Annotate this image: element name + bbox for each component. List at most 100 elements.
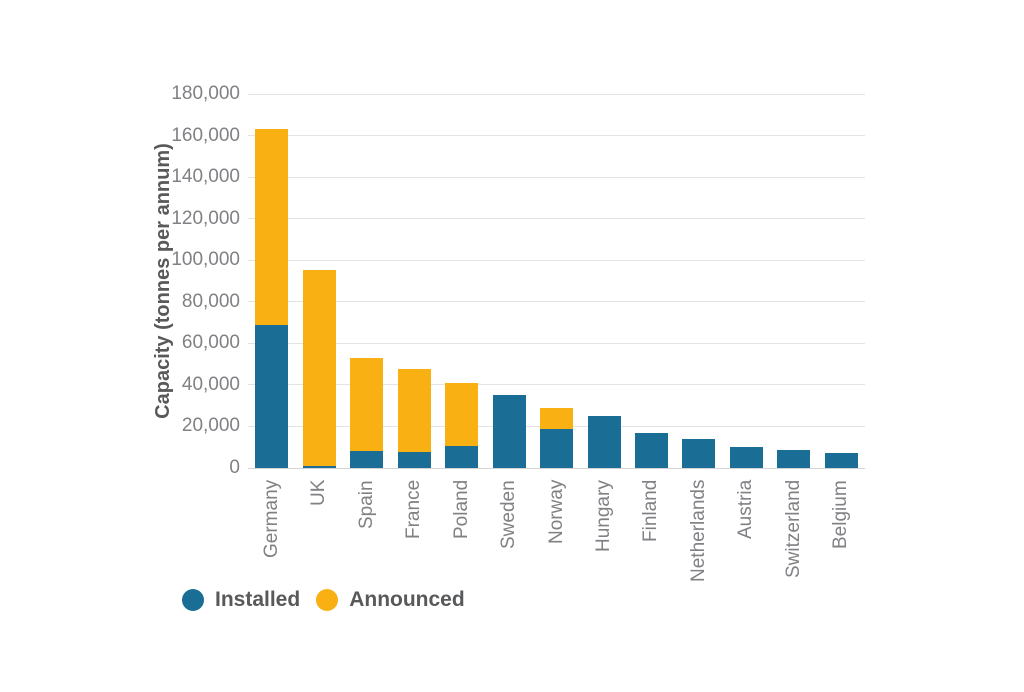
- bars-container: [248, 94, 865, 468]
- bar-group-norway: [533, 94, 580, 468]
- x-label-cell: UK: [295, 480, 342, 645]
- bar-segment-installed: [587, 416, 621, 468]
- gridline: [248, 135, 865, 137]
- x-label-cell: Germany: [248, 480, 295, 645]
- x-label-cell: Poland: [438, 480, 485, 645]
- stacked-bar: [587, 416, 621, 468]
- bar-segment-announced: [445, 382, 479, 447]
- bar-group-hungary: [580, 94, 627, 468]
- bar-segment-announced: [397, 369, 431, 453]
- x-category-label: Netherlands: [687, 480, 709, 583]
- x-category-label: Switzerland: [782, 480, 804, 579]
- bar-segment-installed: [540, 428, 574, 468]
- stacked-bar: [445, 382, 479, 468]
- x-category-label: Sweden: [498, 480, 520, 549]
- bar-segment-installed: [492, 395, 526, 468]
- legend: Installed Announced: [182, 588, 465, 612]
- bar-segment-installed: [777, 450, 811, 468]
- bar-group-france: [390, 94, 437, 468]
- stacked-bar: [255, 129, 289, 468]
- bar-group-germany: [248, 94, 295, 468]
- x-category-label: Belgium: [830, 480, 852, 549]
- installed-legend-dot-icon: [182, 589, 204, 611]
- gridline: [248, 176, 865, 178]
- legend-item-installed: Installed: [182, 588, 300, 612]
- bar-segment-installed: [824, 453, 858, 468]
- bar-segment-installed: [445, 446, 479, 468]
- announced-legend-dot-icon: [316, 589, 339, 611]
- x-label-cell: Netherlands: [675, 480, 722, 645]
- bar-group-sweden: [485, 94, 532, 468]
- plot-area: [248, 93, 865, 469]
- bar-group-poland: [438, 94, 485, 468]
- x-label-cell: Austria: [723, 480, 770, 645]
- stacked-bar: [824, 453, 858, 468]
- legend-label-announced: Announced: [349, 588, 465, 611]
- gridline: [248, 342, 865, 344]
- bar-segment-installed: [682, 438, 716, 468]
- x-category-label: Germany: [260, 480, 282, 559]
- legend-label-installed: Installed: [215, 588, 301, 611]
- bar-group-uk: [295, 94, 342, 468]
- gridline: [248, 218, 865, 220]
- bar-segment-installed: [634, 432, 668, 468]
- y-tick-label: 160,000: [171, 124, 240, 146]
- x-label-cell: Norway: [533, 480, 580, 645]
- x-category-label: Hungary: [593, 480, 615, 552]
- y-tick-label: 60,000: [181, 332, 240, 354]
- bar-segment-announced: [302, 269, 336, 466]
- gridline: [248, 467, 865, 469]
- bar-segment-announced: [540, 407, 574, 429]
- bar-segment-announced: [255, 129, 289, 325]
- bar-group-netherlands: [675, 94, 722, 468]
- stacked-bar: [634, 432, 668, 468]
- y-tick-label: 180,000: [171, 83, 240, 104]
- bar-group-belgium: [818, 94, 865, 468]
- x-category-label: France: [403, 480, 425, 540]
- stacked-bar: [777, 450, 811, 468]
- stacked-bar: [397, 369, 431, 468]
- stacked-bar: [729, 447, 763, 468]
- x-category-label: Norway: [545, 480, 567, 545]
- stacked-bar: [350, 357, 384, 468]
- y-tick-label: 40,000: [181, 373, 240, 395]
- x-axis-category-labels: Germany UK Spain France Poland Sweden Norway Hu…: [248, 480, 865, 645]
- legend-item-announced: Announced: [316, 588, 465, 612]
- stacked-bar: [682, 438, 716, 468]
- bar-segment-installed: [255, 324, 289, 468]
- gridline: [248, 384, 865, 386]
- y-tick-label: 80,000: [181, 290, 240, 312]
- bar-group-spain: [343, 94, 390, 468]
- x-label-cell: Hungary: [580, 480, 627, 645]
- x-label-cell: Belgium: [818, 480, 865, 645]
- x-category-label: Poland: [450, 480, 472, 540]
- x-label-cell: Sweden: [485, 480, 532, 645]
- x-label-cell: France: [390, 480, 437, 645]
- y-tick-label: 100,000: [171, 249, 240, 271]
- bar-segment-installed: [302, 465, 336, 468]
- x-category-label: Austria: [735, 480, 757, 540]
- bar-segment-announced: [350, 357, 384, 452]
- bar-segment-installed: [350, 451, 384, 468]
- bar-group-switzerland: [770, 94, 817, 468]
- bar-group-finland: [628, 94, 675, 468]
- gridline: [248, 259, 865, 261]
- y-axis-tick-labels: 180,000 160,000 140,000 120,000 100,000 80,00…: [0, 84, 240, 478]
- stacked-bar: [540, 407, 574, 468]
- gridline: [248, 301, 865, 303]
- stacked-bar: [302, 269, 336, 468]
- x-label-cell: Spain: [343, 480, 390, 645]
- x-category-label: Spain: [355, 480, 377, 529]
- x-category-label: Finland: [640, 480, 662, 543]
- y-tick-label: 20,000: [181, 415, 240, 437]
- y-tick-label: 0: [229, 457, 240, 478]
- y-tick-label: 140,000: [171, 166, 240, 188]
- gridline: [248, 93, 865, 95]
- bar-segment-installed: [729, 447, 763, 468]
- x-label-cell: Switzerland: [770, 480, 817, 645]
- x-category-label: UK: [308, 480, 330, 507]
- bar-group-austria: [723, 94, 770, 468]
- bar-segment-installed: [397, 452, 431, 468]
- stacked-bar: [492, 395, 526, 468]
